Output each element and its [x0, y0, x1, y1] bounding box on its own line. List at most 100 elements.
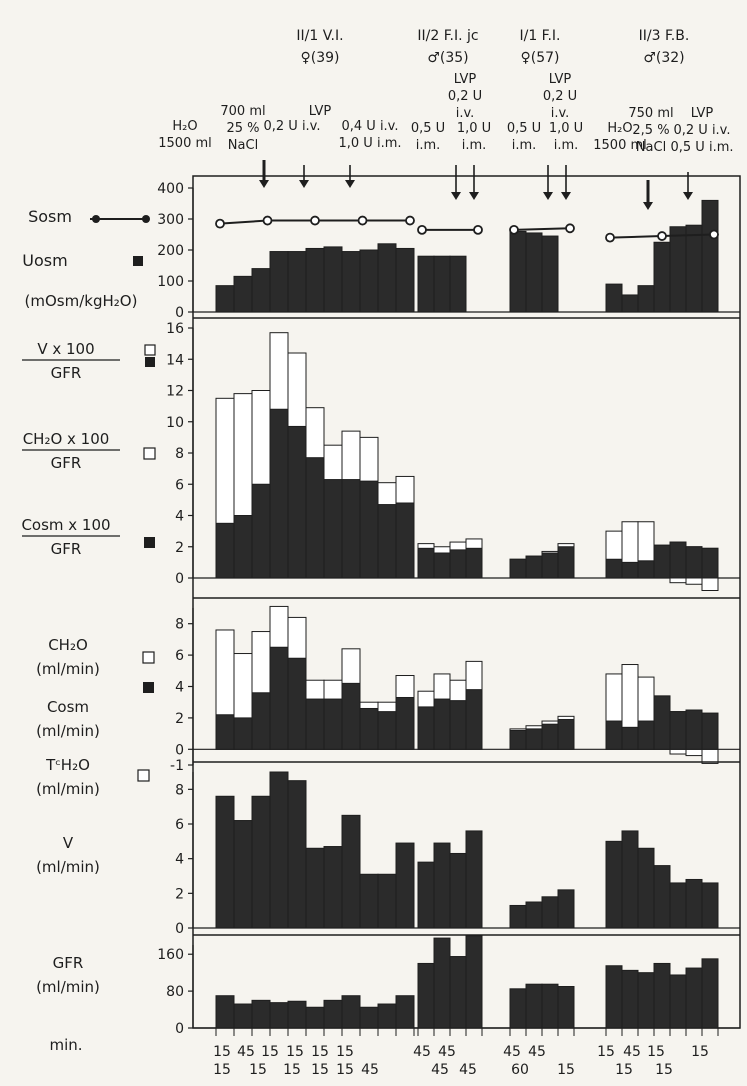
- y-tick-label: 0: [175, 305, 184, 321]
- treatment-annotation: 0,4 U i.v.: [341, 119, 398, 134]
- y-tick-label: 6: [175, 477, 184, 493]
- x-tick-label: 15: [655, 1062, 673, 1078]
- patient-sex-age: ♂(35): [427, 50, 468, 66]
- cosm-label: Cosm: [47, 698, 89, 716]
- treatment-annotation: H₂O: [172, 119, 197, 134]
- bar: [541, 552, 559, 579]
- ch2o-ratio-label-denominator: GFR: [51, 454, 82, 472]
- bar: [341, 814, 361, 929]
- bar: [541, 723, 559, 750]
- y-tick-label: 2: [175, 540, 184, 556]
- bar: [359, 707, 379, 750]
- tch2o-legend-square: [137, 769, 150, 782]
- treatment-annotation: 750 ml: [628, 106, 673, 121]
- bar: [605, 558, 623, 579]
- gfr-unit: (ml/min): [36, 978, 100, 996]
- x-tick-label: 15: [249, 1062, 267, 1078]
- bar: [323, 246, 343, 313]
- bar: [323, 698, 343, 750]
- x-tick-label: 15: [597, 1044, 615, 1060]
- treatment-annotation: i.m.: [512, 138, 537, 153]
- bar: [233, 820, 253, 929]
- bar: [433, 552, 451, 579]
- ch2o-legend-square: [142, 651, 155, 664]
- bar: [251, 999, 271, 1029]
- sosm-legend-marker: [92, 215, 100, 223]
- y-tick-label: 14: [166, 352, 184, 368]
- arrow-head: [643, 202, 653, 210]
- x-tick-label: 45: [413, 1044, 431, 1060]
- data-point: [657, 231, 667, 241]
- patient-sex-age: ♀(39): [301, 50, 340, 66]
- bar: [605, 965, 623, 1029]
- bar: [509, 729, 527, 750]
- y-tick-label: 8: [175, 446, 184, 462]
- bar: [669, 711, 687, 750]
- arrow-head: [451, 192, 461, 200]
- panel-v: 0 2 4 6 8: [175, 761, 740, 937]
- bar: [525, 555, 543, 579]
- x-tick-label: 45: [623, 1044, 641, 1060]
- bar: [449, 255, 467, 313]
- bar: [653, 865, 671, 929]
- bar: [417, 706, 435, 750]
- bar: [465, 689, 483, 750]
- ch2o-label: CH₂O: [48, 636, 88, 654]
- x-tick-label: 45: [361, 1062, 379, 1078]
- treatment-annotation: i.m.: [462, 138, 487, 153]
- bar: [269, 646, 289, 750]
- panel-clear: -10 2 4 6 8: [170, 597, 740, 774]
- data-point: [215, 218, 225, 229]
- bar: [395, 502, 415, 579]
- bar: [395, 995, 415, 1029]
- bar: [669, 226, 687, 313]
- bar: [417, 255, 435, 313]
- bar: [701, 547, 719, 579]
- x-tick-label: 45: [528, 1044, 546, 1060]
- data-point: [405, 215, 415, 226]
- v-label: V: [63, 834, 74, 852]
- bar: [653, 544, 671, 579]
- time-unit-label: min.: [49, 1036, 82, 1054]
- data-point: [605, 232, 615, 243]
- bar: [377, 243, 397, 313]
- bar: [449, 700, 467, 750]
- bar: [215, 795, 235, 929]
- y-tick-label: 0: [175, 571, 184, 587]
- x-tick-label: 15: [311, 1062, 329, 1078]
- bar: [525, 983, 543, 1029]
- bar: [557, 986, 575, 1029]
- bar: [669, 974, 687, 1029]
- y-tick-label: 2: [175, 711, 184, 727]
- arrow-head: [683, 192, 693, 200]
- bar: [341, 995, 361, 1029]
- bar: [287, 780, 307, 929]
- uosm-label: Uosm: [22, 251, 67, 270]
- bar: [509, 988, 527, 1029]
- bar: [377, 504, 397, 579]
- bar: [449, 852, 467, 929]
- ch2o-ratio-label-numerator: CH₂O x 100: [23, 430, 110, 448]
- bar: [685, 546, 703, 579]
- treatment-annotation: LVP: [549, 72, 572, 87]
- x-tick-label: 15: [557, 1062, 575, 1078]
- treatment-annotation: 1,0 U: [549, 121, 583, 136]
- x-tick-label: 15: [283, 1062, 301, 1078]
- bar: [701, 882, 719, 929]
- bar: [305, 698, 325, 750]
- bar: [287, 1000, 307, 1029]
- treatment-annotation: 2,5 %: [632, 123, 669, 138]
- y-tick-label: 0: [175, 1021, 184, 1037]
- v-ratio-filled-legend-square: [145, 357, 155, 367]
- treatment-annotation: 0,5 U: [411, 121, 445, 136]
- cosm-legend-square: [143, 682, 154, 693]
- patient-id: II/3 F.B.: [639, 28, 690, 44]
- bar: [287, 425, 307, 579]
- bar: [359, 1006, 379, 1029]
- v-ratio-label-denominator: GFR: [51, 364, 82, 382]
- bar: [621, 830, 639, 929]
- bar: [359, 873, 379, 929]
- bar: [509, 558, 527, 579]
- bar: [605, 720, 623, 750]
